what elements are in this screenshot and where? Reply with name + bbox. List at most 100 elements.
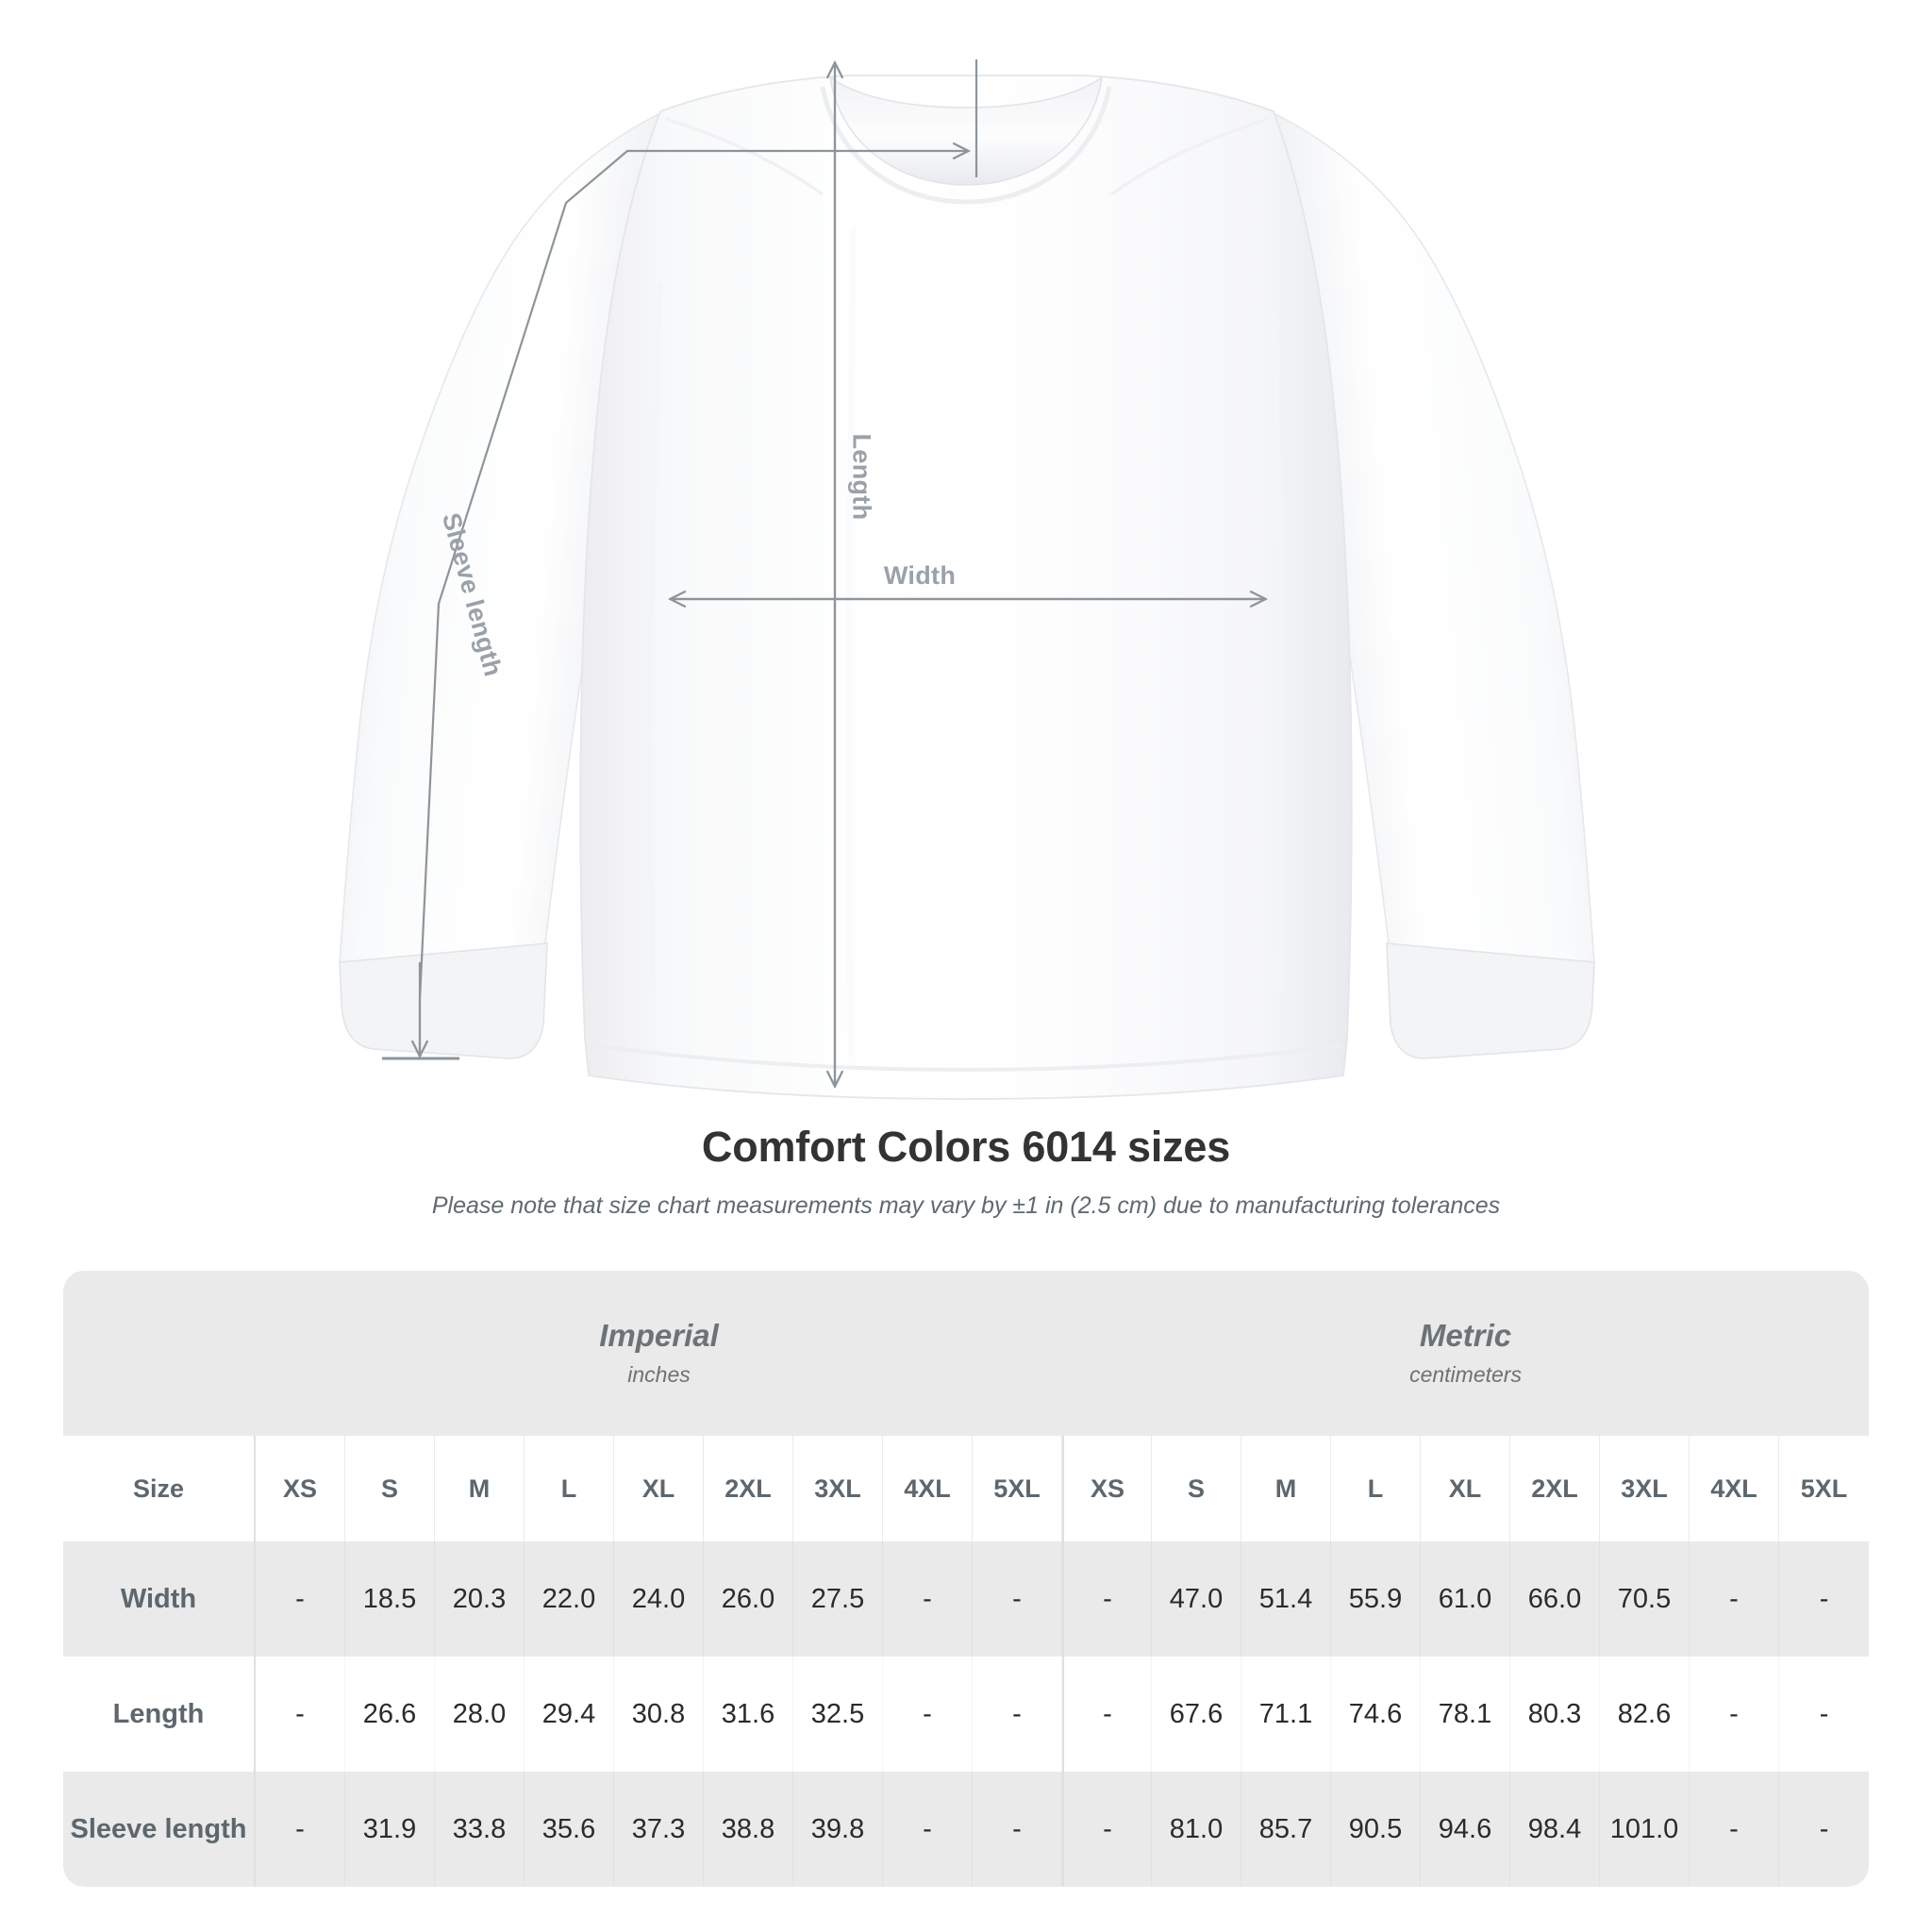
size-header-metric-xl: XL bbox=[1421, 1436, 1510, 1541]
shirt-body-graphic bbox=[339, 75, 1595, 1100]
cell-width-imperial-2xl: 26.0 bbox=[704, 1541, 793, 1657]
size-header-imperial-4xl: 4XL bbox=[883, 1436, 973, 1541]
length-measure-label: Length bbox=[847, 433, 876, 521]
cell-length-imperial-3xl: 32.5 bbox=[793, 1657, 883, 1772]
cell-sleeve-imperial-s: 31.9 bbox=[345, 1772, 435, 1887]
size-header-metric-s: S bbox=[1152, 1436, 1241, 1541]
table-row: Length - 26.6 28.0 29.4 30.8 31.6 32.5 -… bbox=[63, 1657, 1870, 1772]
size-header-metric-xs: XS bbox=[1062, 1436, 1152, 1541]
cell-sleeve-metric-5xl: - bbox=[1779, 1772, 1870, 1887]
measurement-guides bbox=[382, 59, 1264, 1085]
cell-width-metric-m: 51.4 bbox=[1241, 1541, 1331, 1657]
page-title: Comfort Colors 6014 sizes bbox=[701, 1123, 1231, 1171]
cell-sleeve-imperial-m: 33.8 bbox=[435, 1772, 525, 1887]
cell-length-metric-s: 67.6 bbox=[1152, 1657, 1241, 1772]
cell-sleeve-imperial-xs: - bbox=[256, 1772, 345, 1887]
cell-length-imperial-xl: 30.8 bbox=[614, 1657, 704, 1772]
cell-sleeve-metric-m: 85.7 bbox=[1241, 1772, 1331, 1887]
cell-width-imperial-l: 22.0 bbox=[525, 1541, 614, 1657]
cell-width-metric-4xl: - bbox=[1690, 1541, 1779, 1657]
cell-sleeve-imperial-4xl: - bbox=[883, 1772, 973, 1887]
cell-length-metric-l: 74.6 bbox=[1331, 1657, 1421, 1772]
cell-length-imperial-5xl: - bbox=[973, 1657, 1062, 1772]
size-header-metric-5xl: 5XL bbox=[1779, 1436, 1870, 1541]
row-label-length: Length bbox=[63, 1657, 256, 1772]
cell-sleeve-metric-xs: - bbox=[1062, 1772, 1152, 1887]
unit-header-imperial: Imperial inches bbox=[256, 1271, 1062, 1436]
cell-sleeve-imperial-l: 35.6 bbox=[525, 1772, 614, 1887]
size-header-imperial-xs: XS bbox=[256, 1436, 345, 1541]
cell-length-imperial-l: 29.4 bbox=[525, 1657, 614, 1772]
size-header-imperial-3xl: 3XL bbox=[793, 1436, 883, 1541]
width-measure-label: Width bbox=[883, 561, 957, 590]
cell-length-imperial-2xl: 31.6 bbox=[704, 1657, 793, 1772]
size-chart-table: Imperial inches Metric centimeters Size … bbox=[63, 1271, 1870, 1887]
size-header-metric-4xl: 4XL bbox=[1690, 1436, 1779, 1541]
cell-sleeve-metric-s: 81.0 bbox=[1152, 1772, 1241, 1887]
table-row: Sleeve length - 31.9 33.8 35.6 37.3 38.8… bbox=[63, 1772, 1870, 1887]
cell-width-imperial-xl: 24.0 bbox=[614, 1541, 704, 1657]
size-header-metric-3xl: 3XL bbox=[1600, 1436, 1690, 1541]
size-header-imperial-s: S bbox=[345, 1436, 435, 1541]
size-chart-diagram: Width Length Sleeve length bbox=[339, 59, 1595, 1100]
unit-header-metric: Metric centimeters bbox=[1062, 1271, 1870, 1436]
cell-length-imperial-xs: - bbox=[256, 1657, 345, 1772]
size-chart-table-wrapper: Imperial inches Metric centimeters Size … bbox=[63, 1271, 1870, 1887]
size-header-metric-l: L bbox=[1331, 1436, 1421, 1541]
cell-width-metric-xl: 61.0 bbox=[1421, 1541, 1510, 1657]
table-row: Width - 18.5 20.3 22.0 24.0 26.0 27.5 - … bbox=[63, 1541, 1870, 1657]
cell-length-metric-xs: - bbox=[1062, 1657, 1152, 1772]
cell-width-imperial-4xl: - bbox=[883, 1541, 973, 1657]
size-header-metric-2xl: 2XL bbox=[1510, 1436, 1600, 1541]
unit-sub-imperial: inches bbox=[627, 1362, 691, 1388]
cell-sleeve-metric-3xl: 101.0 bbox=[1600, 1772, 1690, 1887]
cell-width-metric-s: 47.0 bbox=[1152, 1541, 1241, 1657]
cell-width-metric-5xl: - bbox=[1779, 1541, 1870, 1657]
cell-sleeve-imperial-2xl: 38.8 bbox=[704, 1772, 793, 1887]
unit-header-spacer bbox=[63, 1271, 256, 1436]
title-block: Comfort Colors 6014 sizes Please note th… bbox=[0, 1123, 1932, 1220]
cell-width-imperial-3xl: 27.5 bbox=[793, 1541, 883, 1657]
cell-width-metric-3xl: 70.5 bbox=[1600, 1541, 1690, 1657]
cell-sleeve-metric-xl: 94.6 bbox=[1421, 1772, 1510, 1887]
cell-length-metric-4xl: - bbox=[1690, 1657, 1779, 1772]
cell-sleeve-metric-2xl: 98.4 bbox=[1510, 1772, 1600, 1887]
cell-length-metric-2xl: 80.3 bbox=[1510, 1657, 1600, 1772]
unit-system-imperial: Imperial bbox=[599, 1317, 719, 1353]
cell-width-metric-xs: - bbox=[1062, 1541, 1152, 1657]
row-label-sleeve-length: Sleeve length bbox=[63, 1772, 256, 1887]
cell-sleeve-metric-4xl: - bbox=[1690, 1772, 1779, 1887]
unit-sub-metric: centimeters bbox=[1409, 1362, 1522, 1388]
shirt-illustration bbox=[339, 59, 1595, 1100]
tolerance-note: Please note that size chart measurements… bbox=[431, 1192, 1501, 1219]
cell-width-imperial-xs: - bbox=[256, 1541, 345, 1657]
cell-sleeve-imperial-5xl: - bbox=[973, 1772, 1062, 1887]
cell-sleeve-metric-l: 90.5 bbox=[1331, 1772, 1421, 1887]
cell-width-imperial-5xl: - bbox=[973, 1541, 1062, 1657]
size-header-metric-m: M bbox=[1241, 1436, 1331, 1541]
cell-length-metric-xl: 78.1 bbox=[1421, 1657, 1510, 1772]
cell-length-imperial-s: 26.6 bbox=[345, 1657, 435, 1772]
size-header-label: Size bbox=[63, 1436, 256, 1541]
size-header-imperial-m: M bbox=[435, 1436, 525, 1541]
size-header-imperial-5xl: 5XL bbox=[973, 1436, 1062, 1541]
size-header-row: Size XS S M L XL 2XL 3XL 4XL 5XL XS S M … bbox=[63, 1436, 1870, 1541]
sleeve-length-guide bbox=[382, 59, 978, 1060]
row-label-width: Width bbox=[63, 1541, 256, 1657]
size-header-imperial-xl: XL bbox=[614, 1436, 704, 1541]
cell-width-imperial-s: 18.5 bbox=[345, 1541, 435, 1657]
cell-width-imperial-m: 20.3 bbox=[435, 1541, 525, 1657]
cell-sleeve-imperial-3xl: 39.8 bbox=[793, 1772, 883, 1887]
cell-length-metric-3xl: 82.6 bbox=[1600, 1657, 1690, 1772]
size-header-imperial-l: L bbox=[525, 1436, 614, 1541]
cell-length-metric-m: 71.1 bbox=[1241, 1657, 1331, 1772]
cell-length-imperial-m: 28.0 bbox=[435, 1657, 525, 1772]
cell-width-metric-l: 55.9 bbox=[1331, 1541, 1421, 1657]
cell-sleeve-imperial-xl: 37.3 bbox=[614, 1772, 704, 1887]
cell-width-metric-2xl: 66.0 bbox=[1510, 1541, 1600, 1657]
unit-system-metric: Metric bbox=[1419, 1317, 1512, 1353]
cell-length-metric-5xl: - bbox=[1779, 1657, 1870, 1772]
size-header-imperial-2xl: 2XL bbox=[704, 1436, 793, 1541]
unit-header-row: Imperial inches Metric centimeters bbox=[63, 1271, 1870, 1436]
cell-length-imperial-4xl: - bbox=[883, 1657, 973, 1772]
